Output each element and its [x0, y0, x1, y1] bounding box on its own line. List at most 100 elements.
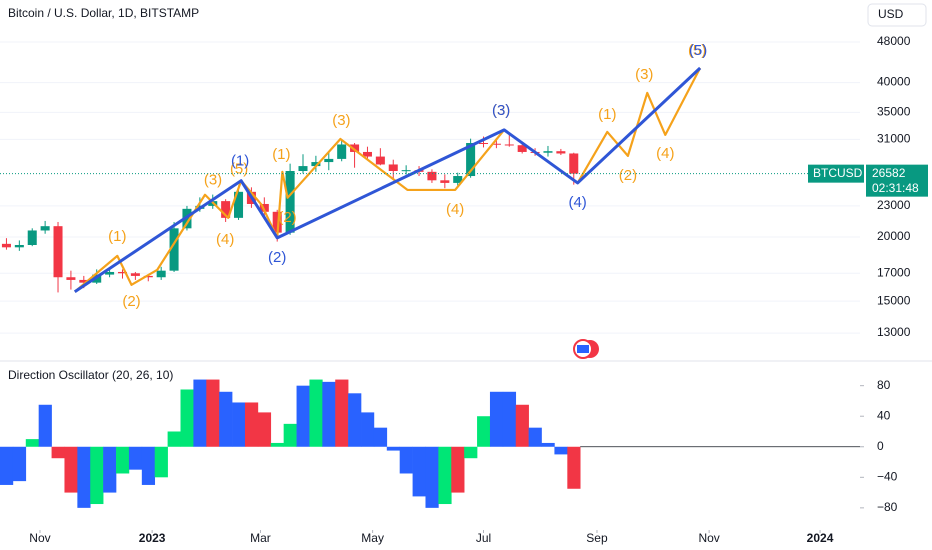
x-tick-label: Jul	[476, 531, 491, 545]
flag-icon	[573, 339, 599, 359]
histogram-bar	[309, 379, 323, 447]
histogram-bar	[232, 402, 246, 447]
histogram-bar	[51, 446, 65, 459]
candle-body	[40, 226, 50, 231]
candle-body	[66, 277, 76, 280]
x-tick-label: May	[361, 531, 384, 545]
wave-label: (3)	[204, 172, 222, 189]
histogram-bar	[322, 381, 336, 447]
candle-body	[401, 170, 411, 172]
y-tick-label: 15000	[877, 293, 911, 307]
wave-label: (4)	[568, 194, 586, 211]
wave-label: (4)	[216, 231, 234, 248]
histogram-bar	[90, 446, 104, 505]
y-tick-label: 35000	[877, 105, 911, 119]
histogram-bar	[502, 391, 517, 447]
x-tick-label: 2024	[807, 531, 834, 545]
histogram-bar	[38, 404, 52, 447]
candle-body	[234, 191, 244, 218]
x-tick-label: Nov	[29, 531, 50, 545]
indicator-title: Direction Oscillator (20, 26, 10)	[8, 368, 173, 382]
histogram-bar	[528, 427, 542, 447]
wave-label: (4)	[446, 201, 464, 218]
candle-body	[27, 230, 37, 245]
symbol-label: BTCUSD	[813, 166, 863, 180]
histogram-bar	[141, 446, 156, 485]
wave-line	[73, 66, 702, 293]
candle-body	[556, 151, 566, 154]
candle-body	[130, 273, 140, 276]
candle-body	[362, 151, 372, 157]
histogram-bar	[386, 446, 401, 451]
histogram-bar	[64, 446, 78, 493]
wave-label: (1)	[598, 106, 616, 123]
last-price-label: 26582	[872, 166, 906, 180]
currency-button[interactable]	[867, 3, 927, 27]
candle-body	[14, 244, 24, 248]
histogram-bar	[257, 412, 272, 447]
histogram-bar	[77, 446, 91, 508]
histogram-bar	[541, 442, 555, 447]
wave-label: (3)	[332, 112, 350, 129]
histogram-bar	[335, 379, 349, 447]
wave-label: (3)	[492, 102, 510, 119]
wave-label: (5)	[688, 42, 706, 59]
histogram-bar	[361, 412, 375, 447]
wave-label: (3)	[492, 102, 510, 119]
histogram-bar	[425, 446, 439, 508]
candle-body	[478, 143, 489, 145]
y-tick-label: −40	[877, 469, 898, 483]
histogram-bar	[489, 391, 504, 447]
candle-body	[1, 243, 11, 248]
candle-body	[169, 228, 179, 271]
wave-label: (5)	[689, 42, 707, 59]
y-tick-label: 80	[877, 378, 891, 392]
wave-label: (4)	[656, 145, 674, 162]
candle-body	[117, 271, 128, 274]
wave-label: (1)	[108, 228, 126, 245]
histogram-bar	[477, 416, 491, 447]
histogram-bar	[12, 446, 27, 482]
candle-body	[543, 151, 553, 153]
y-tick-label: −80	[877, 500, 898, 514]
histogram-bar	[0, 446, 14, 485]
candle-body	[504, 144, 514, 146]
histogram-bar	[412, 446, 426, 497]
histogram-bar	[180, 389, 194, 447]
y-tick-label: 48000	[877, 34, 911, 48]
histogram-bar	[193, 379, 207, 447]
candle-body	[453, 176, 463, 183]
histogram-bar	[219, 391, 233, 447]
candle-body	[79, 279, 89, 283]
candle-body	[569, 153, 579, 174]
candle-body	[324, 158, 334, 163]
candle-body	[105, 271, 115, 275]
candle-body	[337, 144, 347, 159]
symbol-tag	[808, 164, 864, 183]
candle-body	[298, 166, 308, 172]
candle-body	[311, 162, 321, 167]
y-tick-label: 13000	[877, 325, 911, 339]
candle-body	[517, 145, 527, 152]
histogram-bar	[154, 446, 168, 478]
histogram-bar	[567, 446, 581, 489]
countdown-label: 02:31:48	[872, 181, 919, 195]
wave-label: (2)	[122, 293, 140, 310]
histogram-bar	[554, 446, 568, 455]
histogram-bar	[515, 404, 529, 447]
histogram-bar	[438, 446, 452, 505]
candle-body	[53, 226, 63, 278]
histogram-bar	[373, 427, 388, 447]
y-tick-label: 40	[877, 408, 891, 422]
y-tick-label: 17000	[877, 265, 911, 279]
candle-body	[285, 171, 295, 233]
candle-body	[375, 156, 385, 165]
price-tag	[866, 164, 928, 197]
histogram-bar	[348, 393, 362, 447]
candle-body	[143, 275, 153, 278]
candle-body	[491, 143, 501, 145]
y-tick-label: 23000	[877, 198, 911, 212]
wave-line	[74, 67, 702, 293]
wave-label: (2)	[278, 209, 296, 226]
